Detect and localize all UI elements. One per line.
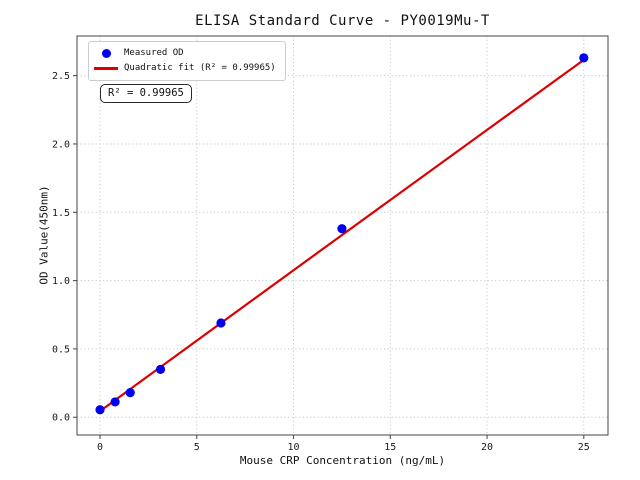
legend-item-measured-od: Measured OD (93, 46, 276, 61)
y-tick-label: 2.5 (52, 71, 70, 82)
x-tick-label: 15 (384, 442, 396, 453)
x-tick-label: 0 (97, 442, 103, 453)
data-point (155, 364, 166, 375)
data-point (125, 388, 135, 398)
r-squared-annotation: R² = 0.99965 (100, 84, 192, 103)
line-marker-icon (94, 67, 118, 70)
x-tick-label: 25 (578, 442, 590, 453)
x-tick-label: 10 (288, 442, 300, 453)
data-point (110, 397, 120, 407)
data-point (95, 405, 105, 415)
legend-handle (93, 67, 119, 70)
legend-handle (93, 49, 119, 58)
scatter-marker-icon (101, 49, 111, 58)
y-axis-label: OD Value(450nm) (37, 185, 51, 285)
x-tick-label: 5 (194, 442, 200, 453)
legend: Measured OD Quadratic fit (R² = 0.99965) (88, 41, 286, 81)
plot-frame (76, 35, 609, 436)
data-point (579, 53, 589, 63)
chart-title: ELISA Standard Curve - PY0019Mu-T (195, 13, 490, 29)
data-point (216, 318, 226, 328)
legend-label-quadratic-fit: Quadratic fit (R² = 0.99965) (124, 63, 276, 73)
y-tick-label: 1.5 (52, 208, 70, 219)
legend-item-quadratic-fit: Quadratic fit (R² = 0.99965) (93, 61, 276, 76)
data-point (337, 224, 347, 234)
y-tick-label: 2.0 (52, 139, 70, 150)
quadratic-fit-line (98, 58, 585, 413)
x-axis-label: Mouse CRP Concentration (ng/mL) (239, 454, 446, 467)
legend-label-measured-od: Measured OD (124, 48, 184, 58)
y-tick-label: 1.0 (52, 276, 70, 287)
x-tick-label: 20 (481, 442, 493, 453)
y-tick-label: 0.5 (52, 344, 70, 355)
y-tick-label: 0.0 (52, 413, 70, 424)
